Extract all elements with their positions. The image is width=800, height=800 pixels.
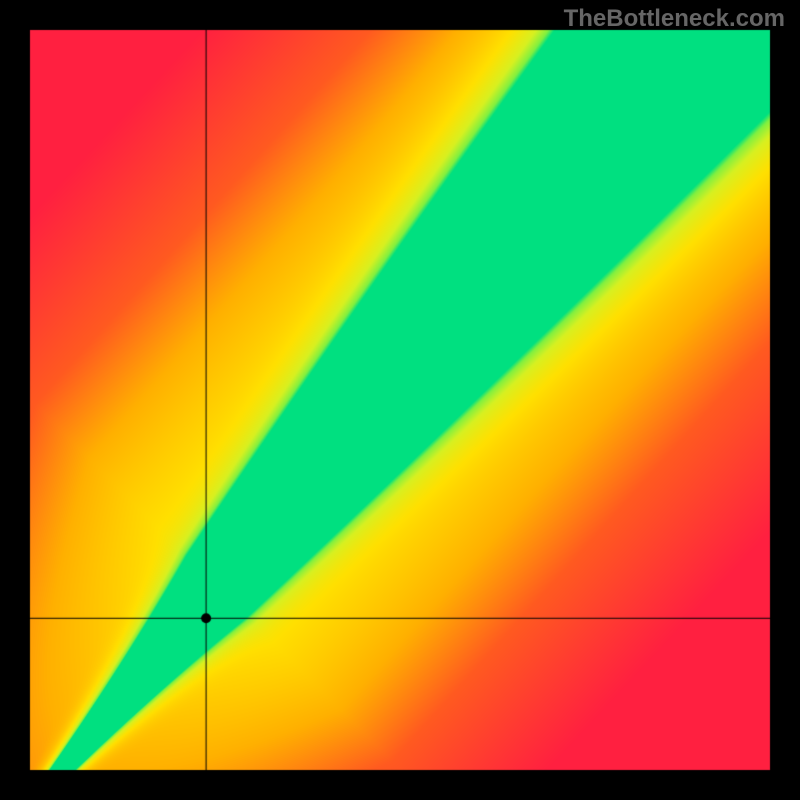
heatmap-canvas (0, 0, 800, 800)
watermark-label: TheBottleneck.com (564, 5, 785, 33)
chart-container: TheBottleneck.com (0, 0, 800, 800)
